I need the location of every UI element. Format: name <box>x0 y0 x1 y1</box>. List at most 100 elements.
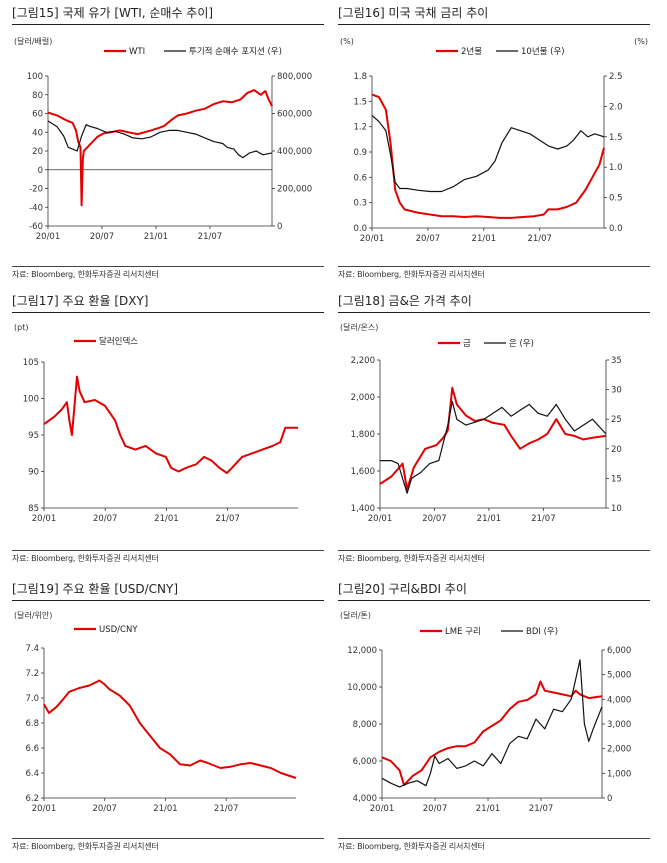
x-tick-label: 21/01 <box>477 514 502 524</box>
y2-tick-label: 25 <box>611 415 622 425</box>
x-tick-label: 21/01 <box>153 804 178 814</box>
y2-tick-label: 1.5 <box>609 133 623 143</box>
panel-title: [그림19] 주요 환율 [USD/CNY] <box>12 582 179 596</box>
legend-label: LME 구리 <box>445 627 481 637</box>
title-rule <box>338 24 650 25</box>
chart-panel-copper-bdi: [그림20] 구리&BDI 추이 (달러/톤) 4,000 6,000 8,000 10… <box>338 580 650 862</box>
panel-title: [그림17] 주요 환율 [DXY] <box>12 294 149 308</box>
y-tick-label: 8,000 <box>353 720 377 730</box>
legend-label: 10년물 (우) <box>521 46 565 57</box>
source-note: 자료: Bloomberg, 한화투자증권 리서치센터 <box>338 554 485 563</box>
y-tick-label: 10,000 <box>347 683 377 693</box>
source-rule <box>338 266 650 267</box>
x-tick-label: 21/07 <box>198 232 223 242</box>
x-tick-label: 20/01 <box>360 234 385 244</box>
series-line <box>371 115 605 193</box>
y-tick-label: 1,800 <box>351 430 375 440</box>
source-rule <box>12 266 324 267</box>
y-tick-label: 6,000 <box>353 757 377 767</box>
y-tick-label: 105 <box>23 358 39 368</box>
source-note: 자료: Bloomberg, 한화투자증권 리서치센터 <box>12 842 159 851</box>
gold-silver-chart: (달러/온스) 1,400 1,600 1,800 2,000 2,200 10 15 20 25… <box>340 323 622 524</box>
source-note: 자료: Bloomberg, 한화투자증권 리서치센터 <box>12 554 159 563</box>
source-rule <box>12 550 324 551</box>
y-tick-label: 0.9 <box>353 148 367 158</box>
y-tick-label: 20 <box>32 147 43 157</box>
y-tick-label: 80 <box>32 91 43 101</box>
y-axis-unit-left: (달러/톤) <box>340 611 371 620</box>
x-tick-label: 20/01 <box>368 514 393 524</box>
panel-title: [그림20] 구리&BDI 추이 <box>338 582 467 596</box>
title-rule <box>12 600 324 601</box>
panel-title: [그림16] 미국 국채 금리 추이 <box>338 6 489 20</box>
y-tick-label: 12,000 <box>347 646 377 656</box>
panel-title: [그림15] 국제 유가 [WTI, 순매수 추이] <box>12 6 214 20</box>
y-tick-label: 6.4 <box>25 769 39 779</box>
x-tick-label: 21/07 <box>214 804 239 814</box>
y2-tick-label: 1,000 <box>607 769 631 779</box>
series-line <box>43 679 297 779</box>
chart-panel-wti: [그림15] 국제 유가 [WTI, 순매수 추이] (달러/배럴) -60 -40… <box>12 4 324 286</box>
copper-bdi-chart: (달러/톤) 4,000 6,000 8,000 10,000 12,000 0 1,000 2… <box>340 611 631 814</box>
y-axis-unit-left: (달러/위안) <box>14 610 52 620</box>
y-tick-label: 40 <box>32 128 43 138</box>
chart-panel-gold-silver: [그림18] 금&은 가격 추이 (달러/온스) 1,400 1,600 1,800 2… <box>338 292 650 574</box>
y2-tick-label: 5,000 <box>607 671 631 681</box>
y2-tick-label: 0 <box>277 222 282 232</box>
y-tick-label: 6.2 <box>25 794 39 804</box>
y-tick-label: 6.6 <box>25 744 39 754</box>
x-tick-label: 20/07 <box>92 804 117 814</box>
legend-label: USD/CNY <box>99 625 138 635</box>
y-tick-label: 7.2 <box>25 669 39 679</box>
x-tick-label: 20/01 <box>370 804 395 814</box>
chart-panel-usdcny: [그림19] 주요 환율 [USD/CNY] (달러/위안) 6.2 6.4 6.6 6… <box>12 580 324 862</box>
series-line <box>47 120 273 159</box>
chart-panel-us-treasury: [그림16] 미국 국채 금리 추이 (%) (%) 0.0 0.3 0.6 0.9 1.2… <box>338 4 650 286</box>
x-tick-label: 20/07 <box>423 804 448 814</box>
x-tick-label: 21/01 <box>476 804 501 814</box>
legend-label: BDI (우) <box>526 627 558 637</box>
x-tick-label: 21/01 <box>154 514 179 524</box>
y-tick-label: 90 <box>28 468 39 478</box>
x-tick-label: 21/07 <box>215 514 240 524</box>
x-tick-label: 20/01 <box>32 514 57 524</box>
series-line <box>43 375 298 474</box>
x-tick-label: 20/07 <box>93 514 118 524</box>
x-tick-label: 20/07 <box>90 232 115 242</box>
series-line <box>371 93 605 219</box>
panel-title: [그림18] 금&은 가격 추이 <box>338 294 472 308</box>
y2-tick-label: 30 <box>611 386 622 396</box>
legend-label: 2년물 <box>461 46 482 57</box>
legend-label: 금 <box>463 339 471 349</box>
legend-label: 투기적 순매수 포지션 (우) <box>189 46 282 57</box>
y-tick-label: -60 <box>29 222 43 232</box>
source-note: 자료: Bloomberg, 한화투자증권 리서치센터 <box>338 270 485 279</box>
y-tick-label: 1,400 <box>351 504 375 514</box>
source-note: 자료: Bloomberg, 한화투자증권 리서치센터 <box>338 842 485 851</box>
chart-panel-dxy: [그림17] 주요 환율 [DXY] (pt) 85 90 95 100 105 20/01… <box>12 292 324 574</box>
source-rule <box>338 550 650 551</box>
title-rule <box>338 312 650 313</box>
series-line <box>379 386 607 491</box>
y2-tick-label: 600,000 <box>277 110 312 120</box>
y-tick-label: 6.8 <box>25 719 39 729</box>
y2-tick-label: 0.0 <box>609 224 623 234</box>
y2-tick-label: 20 <box>611 445 622 455</box>
y-tick-label: 0.6 <box>353 173 367 183</box>
usdcny-chart: (달러/위안) 6.2 6.4 6.6 6.8 7.0 7.2 7.4 20/01 20/07 21… <box>14 610 297 814</box>
title-rule <box>12 312 324 313</box>
y-axis-unit-left: (달러/배럴) <box>14 37 52 46</box>
y2-tick-label: 200,000 <box>277 185 312 195</box>
source-note: 자료: Bloomberg, 한화투자증권 리서치센터 <box>12 270 159 279</box>
series-line <box>380 400 607 494</box>
x-tick-label: 21/07 <box>529 804 554 814</box>
y-axis-unit-left: (달러/온스) <box>340 323 378 332</box>
y2-tick-label: 6,000 <box>607 646 631 656</box>
y-tick-label: 7.0 <box>25 694 39 704</box>
y-axis-unit-right: (%) <box>634 37 648 46</box>
y2-tick-label: 4,000 <box>607 695 631 705</box>
wti-chart: (달러/배럴) -60 -40 -20 0 20 40 60 80 100 0 200,000 400,… <box>14 37 312 242</box>
y2-tick-label: 1.0 <box>609 163 623 173</box>
y2-tick-label: 2.5 <box>609 72 623 82</box>
y-tick-label: 85 <box>28 504 39 514</box>
